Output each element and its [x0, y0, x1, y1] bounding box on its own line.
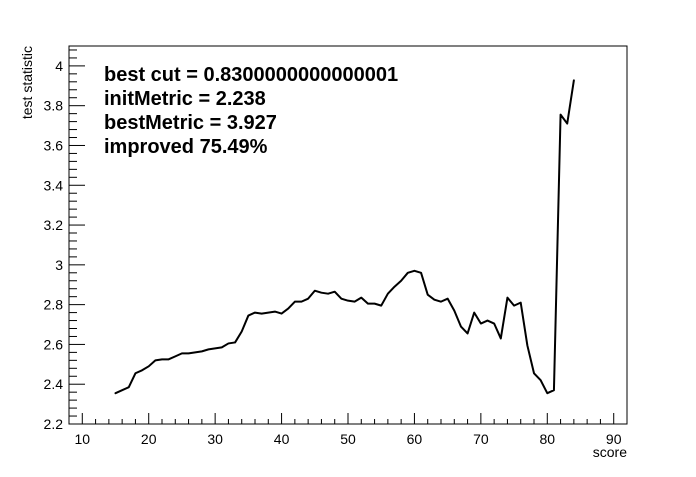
x-tick-label: 30 [207, 431, 223, 447]
x-axis-tick-labels: 10 20 30 40 50 60 70 80 90 [74, 431, 621, 447]
annotations: best cut = 0.8300000000000001initMetric … [104, 64, 398, 158]
y-tick-label: 2.4 [44, 376, 64, 392]
y-tick-label: 2.6 [44, 336, 64, 352]
y-tick-label: 3.6 [44, 137, 64, 153]
x-tick-label: 70 [473, 431, 489, 447]
y-tick-label: 3.2 [44, 217, 64, 233]
x-axis-label: score [593, 444, 627, 460]
annotation-text: bestMetric = 3.927 [104, 112, 277, 134]
annotation-text: best cut = 0.8300000000000001 [104, 64, 398, 86]
y-axis-ticks [69, 49, 85, 425]
series-line [114, 79, 575, 395]
annotation-text: improved 75.49% [104, 136, 268, 158]
x-tick-label: 10 [74, 431, 90, 447]
x-tick-label: 40 [274, 431, 290, 447]
y-tick-label: 3.4 [44, 177, 64, 193]
y-tick-label: 3.8 [44, 98, 64, 114]
x-tick-label: 20 [141, 431, 157, 447]
x-tick-label: 60 [407, 431, 423, 447]
x-tick-label: 90 [606, 431, 622, 447]
x-tick-label: 50 [340, 431, 356, 447]
y-tick-label: 2.2 [44, 416, 64, 432]
x-tick-label: 80 [539, 431, 555, 447]
y-axis-label: test statistic [19, 46, 35, 119]
x-axis-ticks [68, 413, 628, 424]
annotation-text: initMetric = 2.238 [104, 88, 266, 110]
y-tick-label: 2.8 [44, 297, 64, 313]
y-tick-label: 3 [55, 257, 63, 273]
y-tick-label: 4 [55, 58, 63, 74]
y-axis-tick-labels: 2.2 2.4 2.6 2.8 3 3.2 3.4 3.6 3.8 4 [44, 58, 64, 432]
